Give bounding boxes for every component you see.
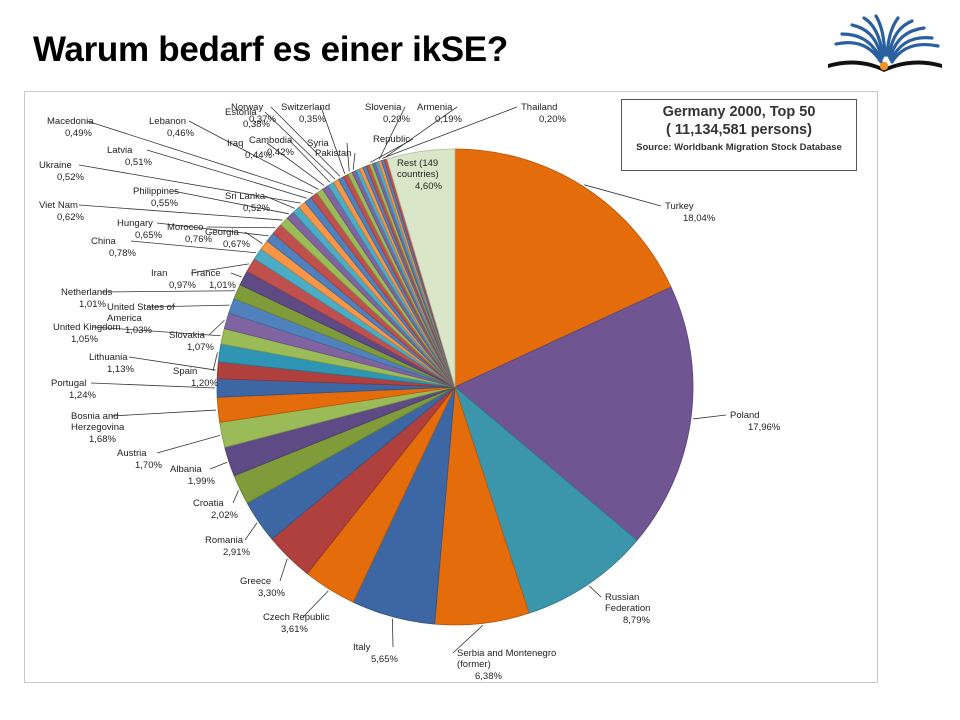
slice-label-china: China 0,78% (91, 236, 136, 259)
slice-label-thailand: Thailand 0,20% (521, 102, 566, 125)
slice-label-turkey: Turkey 18,04% (665, 201, 716, 224)
pie-slice-russian-federation (454, 385, 638, 614)
slice-label-pakistan: Pakistan (315, 148, 351, 159)
slice-label-croatia: Croatia 2,02% (193, 498, 238, 521)
slice-label-spain: Spain 1,20% (173, 366, 218, 389)
leader-line-albania (209, 461, 228, 470)
slice-label-austria: Austria 1,70% (117, 448, 162, 471)
leader-line-slovenia (378, 106, 406, 160)
leader-line-syria (346, 142, 350, 172)
slice-label-macedonia: Macedonia 0,49% (47, 116, 94, 139)
leader-line-georgia (244, 231, 263, 245)
pie-chart: Turkey 18,04% Poland 17,96% Russian Federatio… (39, 102, 781, 682)
leader-line-china (130, 240, 257, 254)
leader-line-croatia (232, 490, 239, 504)
pie-slice-turkey (454, 148, 672, 388)
leader-line-pakistan (352, 152, 356, 170)
leader-line-switzerland (320, 106, 346, 174)
slice-label-bosnia-and-herzegovina: Bosnia and Herzegovina 1,68% (71, 411, 125, 445)
chart-title: Germany 2000, Top 50 (662, 104, 816, 120)
leader-line-iran (190, 263, 250, 274)
pie-slice-poland (454, 286, 694, 541)
chart-frame: Turkey 18,04% Poland 17,96% Russian Federatio… (24, 91, 878, 683)
slice-label-rest-149-countries: Rest (149 countries) 4,60% (397, 158, 442, 192)
leader-line-bosnia-and-herzegovina (110, 409, 217, 417)
chart-subtitle: ( 11,134,581 persons) (666, 122, 812, 138)
slice-label-republic: Republic (373, 134, 410, 145)
slice-label-slovakia: Slovakia 1,07% (169, 330, 214, 353)
leader-line-austria (156, 434, 221, 454)
leader-line-latvia (146, 149, 307, 199)
slice-label-united-states-of-america: United States of America 1,03% (107, 302, 175, 336)
leader-line-estonia (264, 111, 336, 180)
slice-label-ukraine: Ukraine 0,52% (39, 160, 84, 183)
leader-line-thailand (382, 106, 518, 159)
open-book-logo-icon (828, 14, 942, 72)
leader-line-netherlands (100, 290, 236, 293)
slice-label-philippines: Philippines 0,55% (133, 186, 179, 209)
slice-label-russian-federation: Russian Federation 8,79% (605, 592, 650, 626)
slice-label-netherlands: Netherlands 1,01% (61, 287, 112, 310)
leader-line-serbia-and-montenegro-former (452, 625, 483, 654)
leader-line-russian-federation (589, 585, 602, 598)
leader-line-viet-nam (78, 204, 283, 221)
leader-line-greece (279, 558, 288, 582)
leader-line-norway (270, 106, 341, 177)
leader-line-poland (692, 414, 727, 420)
slice-label-syria: Syria (307, 138, 329, 149)
leader-line-turkey (584, 184, 662, 207)
leader-line-lebanon (188, 120, 319, 190)
slice-label-sri-lanka: Sri Lanka 0,52% (225, 191, 270, 214)
slice-label-romania: Romania 2,91% (205, 535, 250, 558)
slice-label-italy: Italy5,65% (353, 642, 398, 665)
leader-line-morocco (206, 226, 276, 229)
slice-label-armenia: Armenia 0,19% (417, 102, 462, 125)
leader-line-united-states-of-america (146, 304, 230, 308)
leader-line-cambodia (288, 139, 331, 183)
slice-label-france: France 1,01% (191, 268, 236, 291)
slice-label-viet-nam: Viet Nam 0,62% (39, 200, 84, 223)
leader-line-france (230, 272, 242, 278)
slide-title: Warum bedarf es einer ikSE? (33, 30, 508, 69)
leader-line-romania (244, 522, 258, 541)
slice-label-slovenia: Slovenia 0,20% (365, 102, 410, 125)
slice-label-greece: Greece 3,30% (240, 576, 285, 599)
chart-source: Source: Worldbank Migration Stock Databa… (636, 142, 842, 153)
leader-line-italy (391, 618, 394, 648)
leader-line-iraq (266, 142, 325, 187)
slice-label-switzerland: Switzerland 0,35% (281, 102, 330, 125)
slice-label-iraq: Iraq0,44% (227, 138, 272, 161)
leader-line-czech-republic (302, 590, 329, 618)
slice-label-estonia: Estonia 0,38% (225, 107, 270, 130)
slice-label-albania: Albania 1,99% (170, 464, 215, 487)
leader-line-ukraine (78, 164, 301, 204)
slice-label-cambodia: Cambodia 0,42% (249, 135, 294, 158)
leader-line-philippines (172, 190, 289, 215)
slice-label-lebanon: Lebanon 0,46% (149, 116, 194, 139)
leader-line-macedonia (86, 120, 313, 195)
slice-label-serbia-and-montenegro-former: Serbia and Montenegro (former) 6,38% (457, 648, 556, 682)
leader-line-portugal (90, 382, 216, 389)
leader-line-united-kingdom (92, 326, 221, 337)
slice-label-morocco: Morocco 0,76% (167, 222, 212, 245)
slice-label-iran: Iran0,97% (151, 268, 196, 291)
slice-label-latvia: Latvia 0,51% (107, 145, 152, 168)
slice-label-hungary: Hungary 0,65% (117, 218, 162, 241)
slice-label-lithuania: Lithuania 1,13% (89, 352, 134, 375)
leader-line-spain (212, 352, 218, 372)
slice-label-georgia: Georgia 0,67% (205, 227, 250, 250)
leader-line-hungary (156, 222, 269, 237)
slice-label-czech-republic: Czech Republic 3,61% (263, 612, 330, 635)
leader-line-armenia (384, 106, 458, 158)
slice-label-united-kingdom: United Kingdom 1,05% (53, 322, 121, 345)
leader-line-slovakia (208, 319, 225, 336)
pie-slice-rest-149-countries (386, 148, 456, 388)
chart-info-box: Germany 2000, Top 50 ( 11,134,581 person… (621, 99, 857, 171)
slice-label-norway: Norway 0,37% (231, 102, 276, 125)
leader-line-lithuania (128, 356, 216, 371)
slice-label-poland: Poland 17,96% (730, 410, 781, 433)
slice-label-portugal: Portugal 1,24% (51, 378, 96, 401)
